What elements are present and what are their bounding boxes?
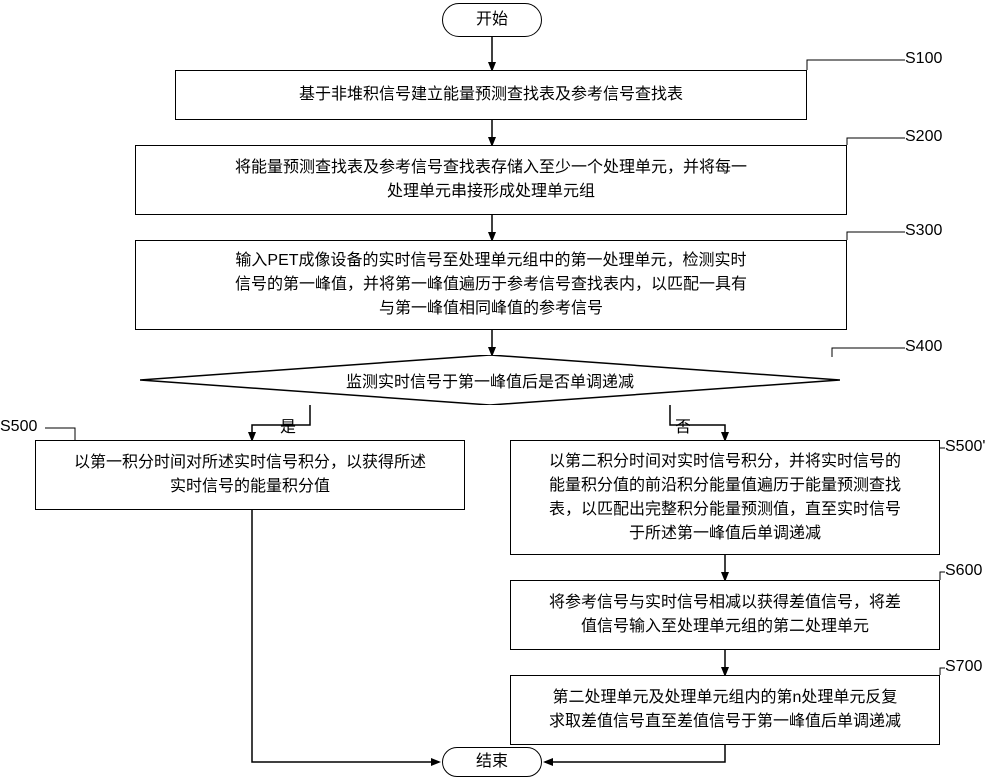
node-s600: 将参考信号与实时信号相减以获得差值信号，将差值信号输入至处理单元组的第二处理单元 — [510, 580, 940, 650]
node-s500-text: 以第一积分时间对所述实时信号积分，以获得所述实时信号的能量积分值 — [74, 451, 426, 499]
node-s200-text: 将能量预测查找表及参考信号查找表存储入至少一个处理单元，并将每一处理单元串接形成… — [235, 156, 747, 204]
label-s400: S400 — [905, 338, 942, 356]
node-s200: 将能量预测查找表及参考信号查找表存储入至少一个处理单元，并将每一处理单元串接形成… — [135, 145, 847, 215]
node-start-text: 开始 — [476, 8, 508, 32]
node-s400-text: 监测实时信号于第一峰值后是否单调递减 — [346, 374, 634, 391]
node-s500p-text: 以第二积分时间对实时信号积分，并将实时信号的能量积分值的前沿积分能量值遍历于能量… — [549, 450, 901, 546]
edge-label-yes: 是 — [280, 413, 296, 437]
node-s600-text: 将参考信号与实时信号相减以获得差值信号，将差值信号输入至处理单元组的第二处理单元 — [549, 591, 901, 639]
label-s600: S600 — [945, 562, 982, 580]
node-s700-text: 第二处理单元及处理单元组内的第n处理单元反复求取差值信号直至差值信号于第一峰值后… — [549, 686, 901, 734]
node-s500p: 以第二积分时间对实时信号积分，并将实时信号的能量积分值的前沿积分能量值遍历于能量… — [510, 440, 940, 555]
node-s300-text: 输入PET成像设备的实时信号至处理单元组中的第一处理单元，检测实时信号的第一峰值… — [235, 249, 747, 321]
label-s300: S300 — [905, 222, 942, 240]
label-s500p: S500' — [945, 438, 985, 456]
node-s700: 第二处理单元及处理单元组内的第n处理单元反复求取差值信号直至差值信号于第一峰值后… — [510, 675, 940, 745]
node-s300: 输入PET成像设备的实时信号至处理单元组中的第一处理单元，检测实时信号的第一峰值… — [135, 240, 847, 330]
node-s500: 以第一积分时间对所述实时信号积分，以获得所述实时信号的能量积分值 — [35, 440, 465, 510]
label-s700: S700 — [945, 658, 982, 676]
label-s100: S100 — [905, 50, 942, 68]
edge-label-no: 否 — [675, 413, 691, 437]
node-s100-text: 基于非堆积信号建立能量预测查找表及参考信号查找表 — [299, 83, 683, 107]
flowchart-canvas: 开始 基于非堆积信号建立能量预测查找表及参考信号查找表 S100 将能量预测查找… — [0, 0, 1000, 779]
node-start: 开始 — [442, 3, 542, 37]
label-s500: S500 — [0, 418, 37, 436]
node-end: 结束 — [442, 747, 542, 777]
label-s200: S200 — [905, 128, 942, 146]
node-s400: 监测实时信号于第一峰值后是否单调递减 — [140, 355, 840, 405]
node-s100: 基于非堆积信号建立能量预测查找表及参考信号查找表 — [175, 70, 807, 120]
node-end-text: 结束 — [476, 750, 508, 774]
